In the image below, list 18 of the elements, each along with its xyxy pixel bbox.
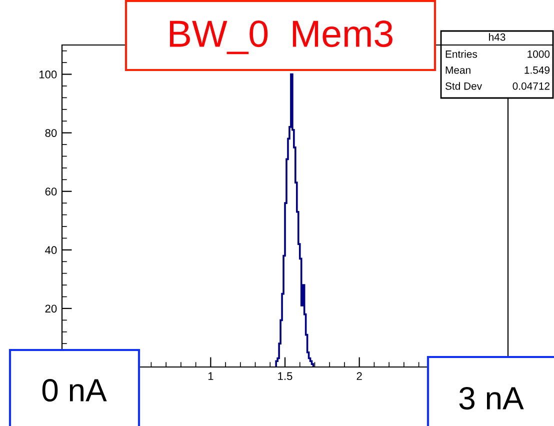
y-tick-label: 20 (45, 304, 57, 313)
annotation: Std Dev (445, 82, 482, 90)
annotation: Entries (446, 50, 478, 58)
y-tick-label: 100 (39, 70, 57, 78)
x-tick-label: 1 (208, 372, 214, 380)
text: 0 nA (42, 378, 107, 402)
text: 1.549 (524, 66, 550, 74)
y-tick-label: 80 (45, 129, 57, 137)
annotation: Mean (446, 66, 470, 74)
x-tick-label: 2 (356, 372, 362, 380)
chart-title: BW_0 Mem3 (170, 20, 392, 54)
text: 0.04712 (512, 82, 550, 90)
text: 1000 (528, 50, 550, 58)
y-tick-label: 60 (45, 188, 57, 196)
x-tick-label: 1.5 (278, 372, 292, 380)
text: h43 (489, 33, 506, 41)
y-tick-label: 40 (45, 246, 57, 254)
text: 3 nA (459, 386, 524, 410)
